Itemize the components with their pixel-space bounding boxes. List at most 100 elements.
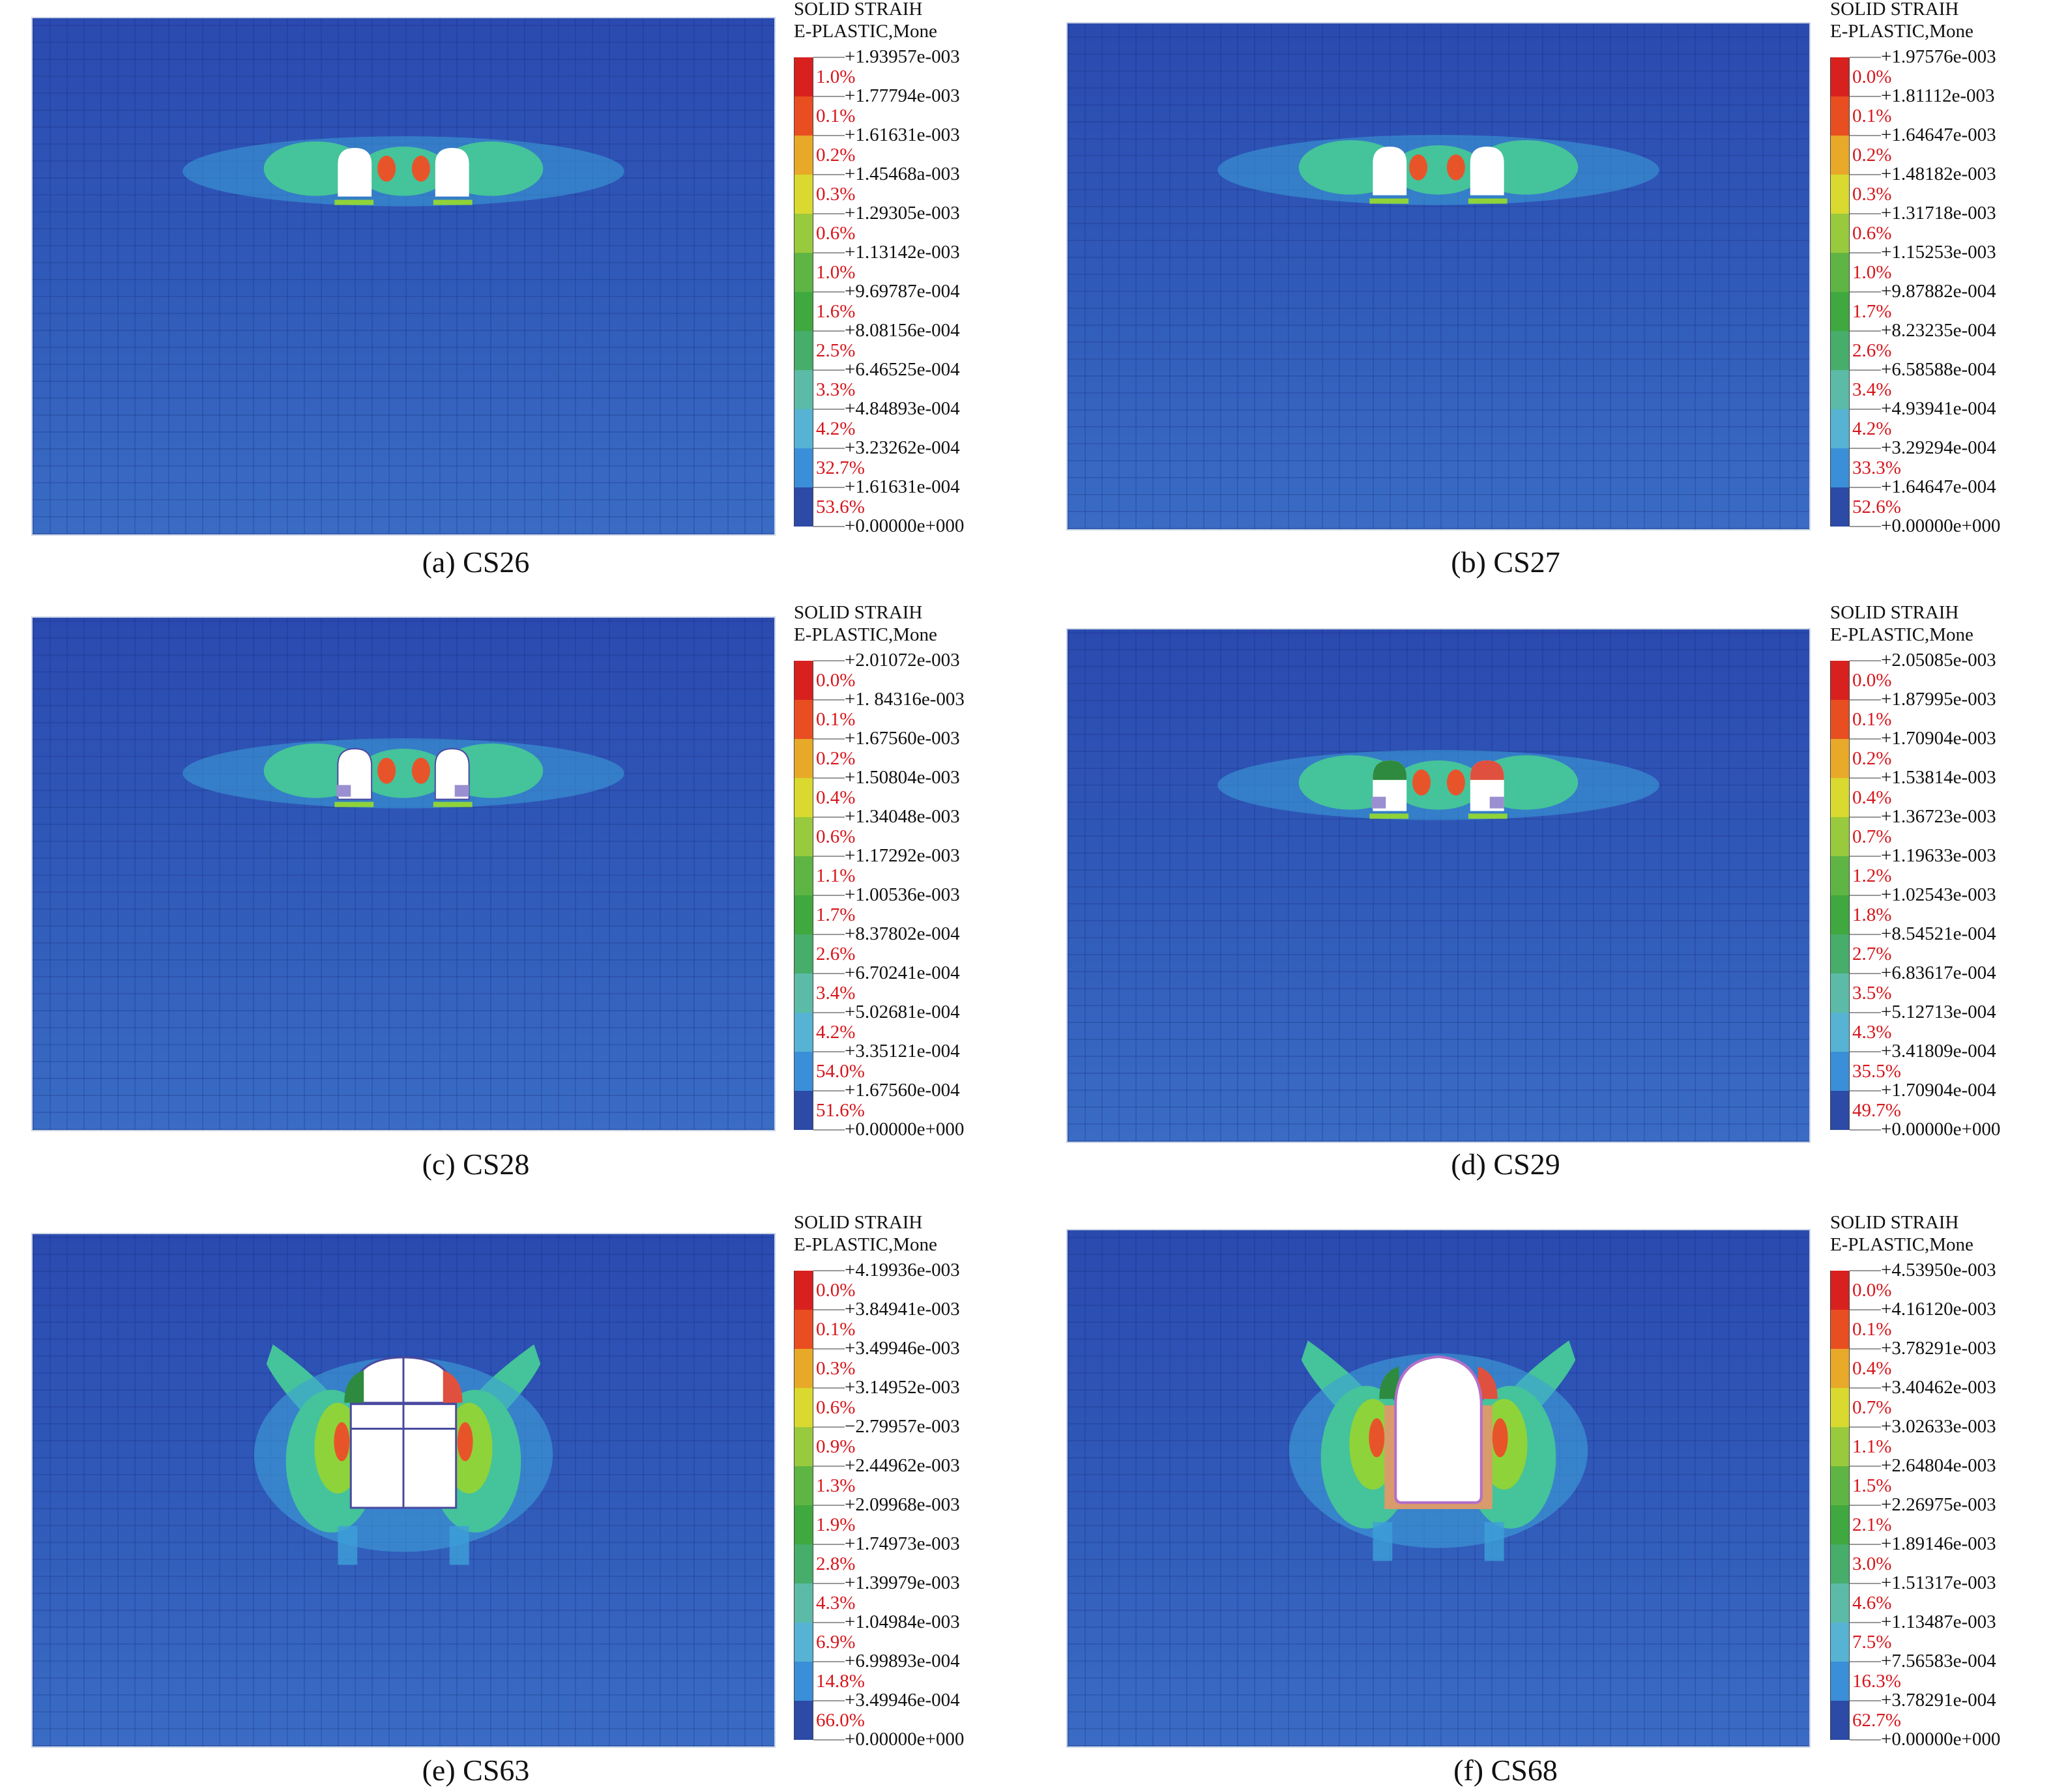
legend-tick — [1850, 57, 1881, 58]
legend-percent: 35.5% — [1852, 1061, 1901, 1082]
legend-tick — [1850, 213, 1881, 214]
legend-color-band — [1830, 700, 1850, 739]
legend-value: +3.78291e-004 — [1881, 1690, 1996, 1711]
legend-color-band — [1830, 57, 1850, 96]
legend-color-band — [1830, 136, 1850, 175]
legend-percent: 14.8% — [816, 1671, 865, 1692]
legend-color-band — [1830, 1544, 1850, 1583]
legend-color-band — [794, 1091, 813, 1130]
legend-value: +9.69787e-004 — [845, 281, 960, 302]
legend-tick — [813, 1700, 845, 1701]
legend-color-band — [1830, 409, 1850, 448]
legend-percent: 4.6% — [1852, 1593, 1892, 1613]
legend-tick — [813, 1505, 845, 1506]
legend-color-band — [794, 1623, 813, 1662]
legend-value: +1.70904e-004 — [1881, 1080, 1996, 1101]
legend-percent: 0.6% — [816, 223, 856, 244]
legend-percent: 0.6% — [1852, 223, 1892, 244]
legend-tick — [1850, 1387, 1881, 1389]
caption-cs29: (d) CS29 — [1451, 1148, 1560, 1181]
legend-percent: 0.0% — [816, 670, 856, 691]
twin-tunnel-contour — [182, 136, 624, 207]
legend-color-band — [794, 1466, 813, 1505]
legend-percent: 4.3% — [816, 1593, 856, 1613]
legend-tick — [813, 1090, 845, 1091]
caption-cs27: (b) CS27 — [1451, 545, 1560, 579]
legend-value: +8.08156e-004 — [845, 320, 960, 341]
legend-color-band — [794, 1271, 813, 1310]
legend-value: +1.04984e-003 — [845, 1611, 960, 1632]
legend-color-band — [1830, 1505, 1850, 1544]
legend-color-band — [1830, 1623, 1850, 1662]
legend-value: +3.29294e-004 — [1881, 437, 1996, 458]
legend-tick — [813, 487, 845, 488]
legend-color-band — [794, 1505, 813, 1544]
legend-value: +1.15253e-003 — [1881, 242, 1996, 263]
legend-color-band — [1830, 1052, 1850, 1091]
legend-percent: 0.4% — [1852, 787, 1892, 808]
legend-color-band — [794, 1310, 813, 1349]
legend-color-band — [1830, 370, 1850, 409]
legend-tick — [813, 1129, 845, 1131]
legend-tick — [1850, 895, 1881, 896]
legend-color-band — [794, 778, 813, 817]
legend-tick — [1850, 174, 1881, 175]
legend-tick — [813, 1466, 845, 1467]
legend-tick — [813, 291, 845, 293]
legend-tick — [813, 1739, 845, 1741]
legend-tick — [1850, 1622, 1881, 1623]
legend-value: +1.64647e-003 — [1881, 124, 1996, 145]
legend-tick — [1850, 330, 1881, 332]
legend-value: +1.39979e-003 — [845, 1572, 960, 1593]
legend-percent: 49.7% — [1852, 1100, 1901, 1121]
legend-color-band — [1830, 1310, 1850, 1349]
legend-value: +1.81112e-003 — [1881, 85, 1995, 106]
legend-percent: 2.7% — [1852, 944, 1892, 964]
legend-color-band — [794, 331, 813, 370]
legend-tick — [1850, 1700, 1881, 1701]
legend-percent: 0.1% — [1852, 106, 1892, 126]
legend-tick — [1850, 817, 1881, 818]
legend-percent: 3.4% — [816, 983, 856, 1004]
legend-tick — [1850, 1090, 1881, 1091]
legend-title-line: SOLID STRAIH — [1830, 0, 1959, 20]
legend-color-band — [1830, 1662, 1850, 1701]
legend-percent: 1.2% — [1852, 865, 1892, 886]
legend-value: +5.02681e-004 — [845, 1002, 960, 1022]
legend-value: +1.74973e-003 — [845, 1533, 960, 1554]
legend-percent: 0.2% — [816, 145, 856, 166]
legend-tick — [1850, 1270, 1881, 1271]
legend-value: +1.13142e-003 — [845, 242, 960, 263]
legend-value: −2.79957e-003 — [845, 1416, 960, 1437]
legend-color-band — [1830, 1583, 1850, 1623]
caption-cs28: (c) CS28 — [422, 1148, 530, 1181]
legend-tick — [1850, 526, 1881, 527]
legend-tick — [1850, 291, 1881, 293]
caption-cs26: (a) CS26 — [422, 545, 530, 579]
legend-color-band — [1830, 1091, 1850, 1130]
legend-tick — [1850, 856, 1881, 857]
legend-percent: 51.6% — [816, 1100, 865, 1121]
legend-percent: 0.3% — [816, 184, 856, 205]
legend-tick — [813, 1387, 845, 1389]
legend-tick — [1850, 1309, 1881, 1310]
legend-color-band — [794, 214, 813, 253]
legend-value: +3.49946e-003 — [845, 1338, 960, 1359]
legend-color-band — [1830, 1271, 1850, 1310]
legend-percent: 1.5% — [1852, 1475, 1892, 1496]
legend-percent: 0.1% — [816, 1319, 856, 1340]
legend-title-line: E-PLASTIC,Mone — [1830, 624, 1973, 645]
legend-color-band — [1830, 817, 1850, 856]
legend-value: +1.67560e-004 — [845, 1080, 960, 1101]
legend-tick — [813, 213, 845, 214]
legend-tick — [813, 817, 845, 818]
legend-color-band — [1830, 331, 1850, 370]
legend-percent: 4.2% — [1852, 418, 1892, 439]
legend-tick — [1850, 1505, 1881, 1506]
contour-plot-cs29 — [1066, 628, 1811, 1143]
legend-value: +1.64647e-004 — [1881, 476, 1996, 497]
legend-percent: 0.3% — [1852, 184, 1892, 205]
legend-tick — [1850, 96, 1881, 97]
legend-value: +1.93957e-003 — [845, 46, 960, 67]
legend-color-band — [1830, 934, 1850, 974]
